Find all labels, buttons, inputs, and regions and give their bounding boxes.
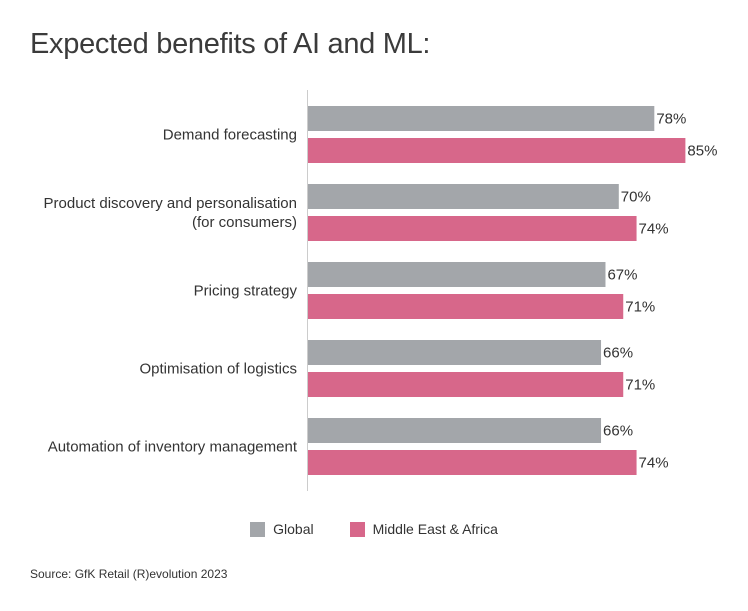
source-note: Source: GfK Retail (R)evolution 2023 [30, 567, 228, 581]
value-label: 67% [607, 267, 637, 284]
legend: Global Middle East & Africa [0, 521, 748, 537]
category-label: Product discovery and personalisation (fo… [44, 195, 297, 231]
category-label-line: Optimisation of logistics [139, 361, 297, 378]
value-label: 71% [625, 377, 655, 394]
category-label: Automation of inventory management [48, 439, 298, 456]
category-label: Optimisation of logistics [139, 361, 297, 378]
category-label-line: (for consumers) [192, 214, 297, 231]
bar-global [308, 106, 655, 131]
bar-middle-east-africa [308, 138, 686, 163]
value-label: 70% [621, 189, 651, 206]
legend-label-mea: Middle East & Africa [372, 521, 498, 537]
category-label: Pricing strategy [194, 283, 298, 300]
category-label-line: Automation of inventory management [48, 439, 298, 456]
bar-middle-east-africa [308, 372, 624, 397]
category-label-line: Product discovery and personalisation [44, 195, 297, 212]
legend-swatch-mea [349, 521, 365, 537]
bar-global [308, 340, 602, 365]
bar-global [308, 184, 619, 209]
value-label: 85% [687, 143, 717, 160]
bar-middle-east-africa [308, 294, 624, 319]
bar-global [308, 262, 606, 287]
category-label: Demand forecasting [163, 127, 297, 144]
category-label-line: Demand forecasting [163, 127, 297, 144]
bar-global [308, 418, 602, 443]
value-label: 74% [639, 221, 669, 238]
legend-item-global: Global [250, 521, 314, 537]
bar-middle-east-africa [308, 450, 637, 475]
value-label: 74% [639, 455, 669, 472]
bars-group: Demand forecasting 78%85% Product discover… [44, 106, 717, 475]
legend-swatch-global [250, 521, 266, 537]
value-label: 71% [625, 299, 655, 316]
value-label: 78% [656, 111, 686, 128]
category-label-line: Pricing strategy [194, 283, 298, 300]
bar-middle-east-africa [308, 216, 637, 241]
value-label: 66% [603, 345, 633, 362]
chart-title: Expected benefits of AI and ML: [30, 28, 431, 60]
value-label: 66% [603, 423, 633, 440]
legend-item-mea: Middle East & Africa [349, 521, 498, 537]
legend-label-global: Global [273, 521, 314, 537]
